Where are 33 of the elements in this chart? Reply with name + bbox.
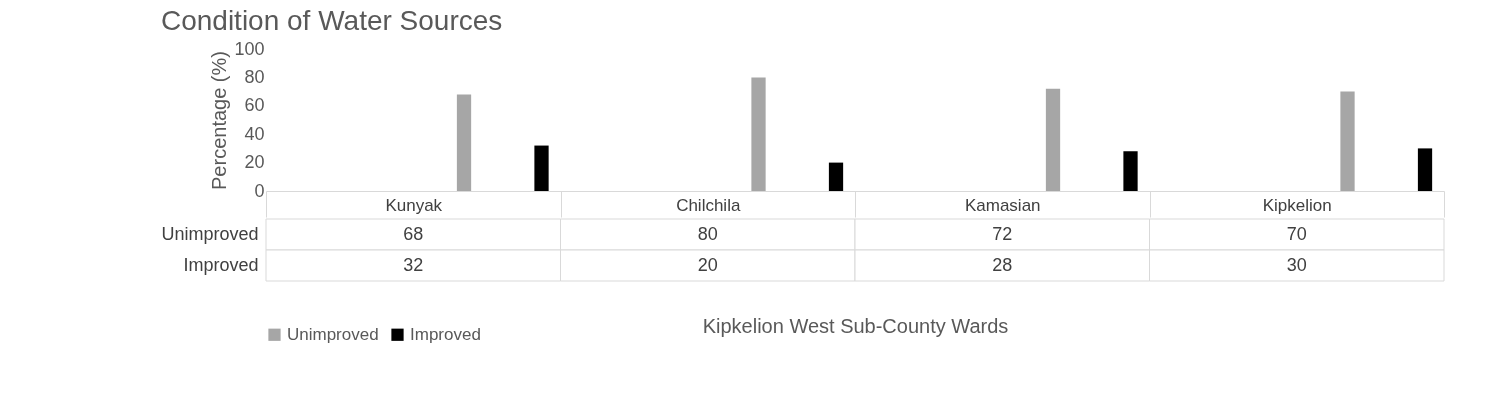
data-label: 20 [697, 254, 718, 275]
y-tick-label: 80 [244, 66, 265, 87]
x-axis-title: Kipkelion West Sub-County Wards [702, 314, 1009, 337]
bar [534, 145, 549, 191]
y-axis-title: Percentage (%) [208, 51, 231, 190]
data-label: 32 [403, 254, 424, 275]
bar [1417, 148, 1433, 191]
x-tick-label: Chilchila [676, 195, 741, 215]
data-label: 68 [403, 223, 424, 244]
text: Unimproved [161, 223, 259, 244]
bar [751, 77, 766, 191]
bar [828, 162, 844, 191]
bar [1045, 88, 1061, 191]
data-label: 70 [1286, 223, 1307, 244]
y-tick-label: 100 [234, 38, 265, 59]
legend-label: Improved [410, 324, 481, 344]
data-label: 80 [697, 223, 718, 244]
y-tick-label: 0 [254, 180, 265, 201]
data-label: 28 [992, 254, 1013, 275]
legend-label: Unimproved [287, 324, 379, 344]
y-tick-label: 20 [244, 152, 265, 173]
x-tick-label: Kunyak [385, 195, 443, 215]
chart-title: Condition of Water Sources [160, 5, 503, 36]
bar [1340, 91, 1355, 191]
bar [456, 94, 472, 191]
data-label: 30 [1286, 254, 1307, 275]
y-tick-label: 40 [244, 123, 265, 144]
bar [1123, 151, 1138, 191]
data-label: 72 [992, 223, 1013, 244]
text: Improved [183, 254, 259, 275]
x-tick-label: Kamasian [964, 195, 1041, 215]
x-tick-label: Kipkelion [1262, 195, 1332, 215]
y-tick-label: 60 [244, 95, 265, 116]
